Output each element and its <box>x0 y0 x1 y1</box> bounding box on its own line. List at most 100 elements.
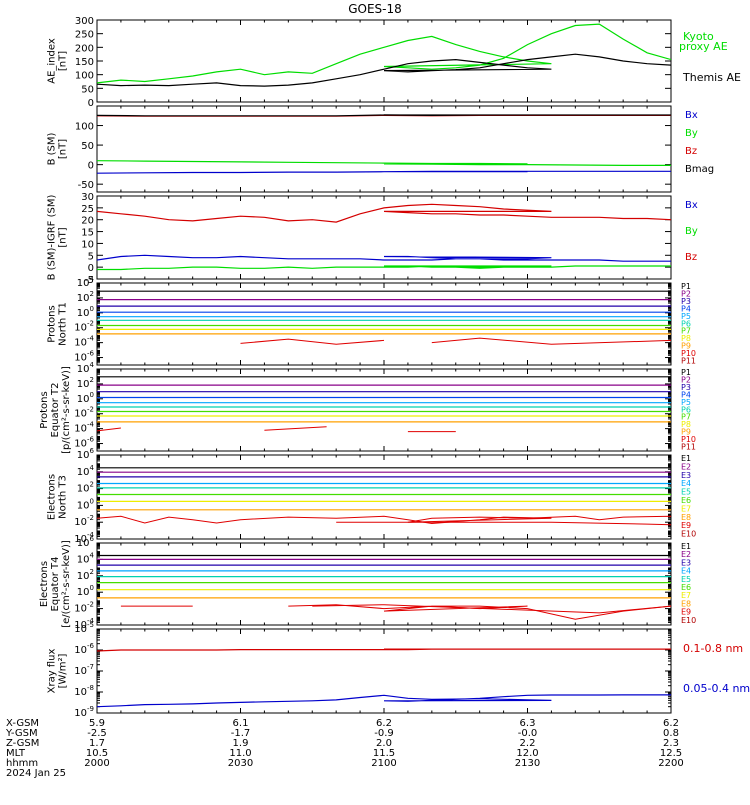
series-line <box>312 605 671 613</box>
y-tick-label: 15 <box>81 228 94 239</box>
y-axis-label: Electrons <box>47 474 58 520</box>
y-tick-label: 100 <box>77 305 94 319</box>
y-tick-label: 104 <box>77 275 95 289</box>
y-tick-label: 0 <box>88 161 94 172</box>
legend-label: P11 <box>681 357 696 366</box>
y-tick-label: 104 <box>77 361 95 375</box>
legend-label: Bx <box>685 110 698 121</box>
y-tick-label: 104 <box>77 464 95 478</box>
y-tick-label: 10 <box>81 239 94 250</box>
y-tick-label: 10-2 <box>74 514 94 528</box>
y-tick-label: 102 <box>77 568 94 582</box>
x-axis-tick-value: 2130 <box>515 758 540 769</box>
legend-label: E10 <box>681 616 696 625</box>
y-tick-label: 25 <box>81 204 94 215</box>
series-line <box>97 54 750 86</box>
y-tick-label: 100 <box>75 122 94 133</box>
series-group <box>97 204 750 269</box>
panel-frame <box>97 369 671 451</box>
legend-label: Bz <box>685 252 697 263</box>
y-tick-label: 10-8 <box>74 684 94 698</box>
series-line <box>264 427 326 431</box>
panel-ae: 050100150200250300AE_index[nT]Kyotoproxy… <box>47 16 750 109</box>
y-axis-label: Equator T2 <box>50 383 61 438</box>
y-tick-label: 106 <box>77 447 95 461</box>
y-tick-label: 10-6 <box>74 642 94 656</box>
y-axis-label: [e/(cm²-s-sr-keV)] <box>61 540 72 628</box>
y-tick-label: 100 <box>77 391 94 405</box>
series-line <box>97 204 750 224</box>
y-tick-label: 300 <box>75 16 94 27</box>
y-tick-label: 150 <box>75 57 94 68</box>
y-axis-label: AE_index <box>47 38 58 84</box>
y-tick-label: 104 <box>77 551 95 565</box>
y-tick-label: 200 <box>75 43 94 54</box>
x-axis-tick-value: 2100 <box>371 758 396 769</box>
y-axis-label: [nT] <box>58 139 69 159</box>
series-group <box>97 645 750 707</box>
y-tick-label: 100 <box>77 584 94 598</box>
y-tick-label: 106 <box>77 535 95 549</box>
y-tick-label: 50 <box>81 141 94 152</box>
y-tick-label: 10-2 <box>74 320 94 334</box>
series-line <box>336 522 695 525</box>
legend-label: E10 <box>681 530 696 539</box>
legend-label: 0.1-0.8 nm <box>683 642 743 655</box>
series-group <box>97 291 671 344</box>
series-line <box>97 161 750 167</box>
legend-label: Themis AE <box>682 71 741 84</box>
series-group <box>97 24 750 86</box>
y-tick-label: 30 <box>81 192 94 203</box>
legend-label: Bz <box>685 146 697 157</box>
y-tick-label: 10-4 <box>74 335 94 349</box>
y-axis-label: Protons <box>39 391 50 428</box>
y-tick-label: 0 <box>88 98 94 109</box>
y-axis-label: Xray flux <box>47 649 58 694</box>
legend-label: Bmag <box>685 164 714 175</box>
series-line <box>97 678 750 706</box>
y-axis-label: B (SM) <box>47 132 58 165</box>
legend-label: By <box>685 226 698 237</box>
y-tick-label: -50 <box>78 180 94 191</box>
legend-label: proxy AE <box>679 40 728 53</box>
y-tick-label: 50 <box>81 84 94 95</box>
series-line <box>97 645 750 651</box>
x-axis-tick-value: 2200 <box>658 758 683 769</box>
series-line <box>97 266 750 270</box>
series-line <box>432 338 671 344</box>
y-tick-label: 10-2 <box>74 406 94 420</box>
y-axis-label: Electrons <box>39 561 50 607</box>
y-tick-label: 102 <box>77 481 94 495</box>
plot-title: GOES-18 <box>348 2 402 16</box>
series-line <box>97 171 750 173</box>
y-axis-label: Equator T4 <box>50 557 61 612</box>
legend-label: Bx <box>685 200 698 211</box>
panel-frame <box>97 283 671 365</box>
y-tick-label: 5 <box>88 251 94 262</box>
y-axis-label: [p/(cm²-s-sr-keV)] <box>61 366 72 454</box>
series-group <box>97 556 750 620</box>
series-group <box>97 468 750 526</box>
x-axis-date-label: 2024 Jan 25 <box>6 768 66 779</box>
y-tick-label: 100 <box>75 71 94 82</box>
panel-frame <box>97 20 671 102</box>
y-axis-label: [nT] <box>58 51 69 71</box>
y-tick-label: 102 <box>77 376 94 390</box>
y-tick-label: 100 <box>77 497 94 511</box>
y-tick-label: 10-2 <box>74 601 94 615</box>
series-group <box>97 377 671 432</box>
y-axis-label: [W/m²] <box>58 653 69 688</box>
y-axis-label: B (SM)-IGRF (SM) <box>47 195 58 281</box>
y-tick-label: 102 <box>77 290 94 304</box>
y-axis-label: North T3 <box>58 475 69 519</box>
y-tick-label: 10-9 <box>74 705 94 719</box>
legend-label: By <box>685 128 698 139</box>
x-axis-tick-value: 2000 <box>84 758 109 769</box>
y-tick-label: 10-5 <box>74 621 94 635</box>
